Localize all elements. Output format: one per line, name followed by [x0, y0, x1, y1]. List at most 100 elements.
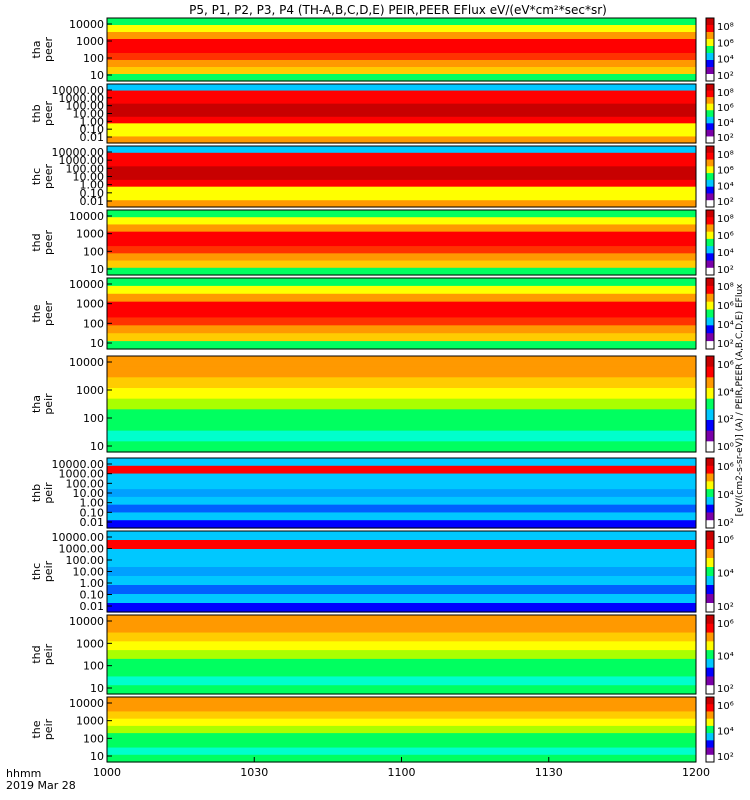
figure-title: P5, P1, P2, P3, P4 (TH-A,B,C,D,E) PEIR,P…	[189, 3, 607, 17]
colorbar-swatch	[706, 623, 714, 634]
colorbar: 10⁶ 10⁴ 10² 10⁰	[705, 355, 734, 453]
heatmap-band	[107, 697, 696, 705]
heatmap-band	[107, 267, 696, 276]
colorbar-swatch	[706, 200, 714, 208]
heatmap-band	[107, 173, 696, 181]
heatmap-band	[107, 186, 696, 195]
heatmap-band	[107, 152, 696, 161]
heatmap-band	[107, 193, 696, 201]
colorbar-swatch	[706, 146, 714, 154]
colorbar-tick-label: 10²	[717, 265, 734, 276]
heatmap-band	[107, 676, 696, 686]
y-tick-label: 1.00	[80, 115, 105, 128]
y-tick-label: 1000	[76, 715, 104, 728]
heatmap-band	[107, 166, 696, 174]
y-tick-label: 10000.00	[52, 531, 105, 544]
heatmap-band	[107, 650, 696, 660]
panel-label: peer	[42, 301, 55, 327]
panel-thd-peir: 10000 1000 100 10 thd peir 10⁶ 10⁴ 10²	[30, 614, 734, 695]
heatmap-band	[107, 18, 696, 26]
panel-label: thc	[30, 168, 43, 185]
colorbar-swatch	[706, 366, 714, 378]
heatmap-band	[107, 217, 696, 226]
y-tick-label: 0.01	[80, 131, 105, 144]
heatmap-band	[107, 558, 696, 568]
colorbar-swatch	[706, 293, 714, 303]
colorbar-swatch	[706, 398, 714, 410]
colorbar-swatch	[706, 317, 714, 326]
panel-frame	[106, 17, 697, 82]
heatmap-band	[107, 567, 696, 577]
y-tick-label: 100	[83, 660, 104, 673]
heatmap-band	[107, 685, 696, 695]
heatmap-band	[107, 658, 696, 669]
colorbar-swatch	[706, 740, 714, 749]
colorbar-swatch	[706, 309, 714, 318]
heatmap-band	[107, 179, 696, 188]
colorbar-tick-label: 10⁴	[717, 727, 734, 738]
colorbar-swatch	[706, 193, 714, 201]
colorbar-swatch	[706, 725, 714, 734]
y-tick-label: 100.00	[66, 100, 105, 113]
colorbar-swatch	[706, 658, 714, 669]
panel-frame	[106, 209, 697, 276]
colorbar-swatch	[706, 224, 714, 233]
panel-label: peir	[42, 643, 55, 665]
heatmap-band	[107, 90, 696, 98]
colorbar-swatch	[706, 711, 714, 720]
colorbar-swatch	[706, 74, 714, 82]
y-tick-label: 100.00	[66, 554, 105, 567]
colorbar-frame	[705, 457, 715, 529]
x-tick-label: 1200	[682, 766, 710, 779]
colorbar-tick-label: 10⁶	[717, 38, 734, 49]
colorbar-swatch	[706, 603, 714, 613]
colorbar-tick-label: 10⁸	[717, 22, 734, 33]
panel-label: thd	[30, 645, 43, 663]
colorbar-swatch	[706, 585, 714, 595]
colorbar: 10⁶ 10⁴ 10²	[705, 696, 734, 763]
colorbar-tick-label: 10⁸	[717, 282, 734, 293]
heatmap-band	[107, 25, 696, 33]
y-tick-label: 0.10	[80, 187, 105, 200]
heatmap-band	[107, 733, 696, 741]
y-tick-label: 10.00	[73, 171, 105, 184]
panel-label: thb	[30, 104, 43, 122]
y-tick-label: 10	[90, 440, 104, 453]
y-tick-label: 0.01	[80, 195, 105, 208]
colorbar-swatch	[706, 531, 714, 541]
colorbar-tick-label: 10²	[717, 602, 734, 613]
heatmap-band	[107, 159, 696, 167]
y-tick-label: 100.00	[66, 477, 105, 490]
colorbar-swatch	[706, 641, 714, 651]
panel-label: thd	[30, 233, 43, 251]
heatmap-band	[107, 32, 696, 40]
heatmap-band	[107, 388, 696, 400]
heatmap-band	[107, 409, 696, 421]
colorbar-tick-label: 10²	[717, 415, 734, 426]
heatmap-band	[107, 123, 696, 131]
heatmap-band	[107, 224, 696, 233]
colorbar-swatch	[706, 253, 714, 262]
y-tick-label: 100	[83, 732, 104, 745]
heatmap-band	[107, 531, 696, 541]
colorbar-swatch	[706, 32, 714, 40]
panel-the-peer: 10000 1000 100 10 the peer 10⁸ 10⁶ 10⁴ 10²	[30, 277, 734, 350]
colorbar-swatch	[706, 409, 714, 421]
heatmap-band	[107, 60, 696, 68]
x-axis-label-date: 2019 Mar 28	[6, 779, 76, 792]
y-tick-label: 1000.00	[59, 543, 105, 556]
colorbar: 10⁶ 10⁴ 10²	[705, 614, 734, 695]
heatmap-band	[107, 301, 696, 311]
colorbar-swatch	[706, 718, 714, 727]
colorbar-swatch	[706, 473, 714, 482]
colorbar-tick-label: 10⁶	[717, 231, 734, 242]
heatmap-band	[107, 278, 696, 287]
colorbar-swatch	[706, 676, 714, 686]
heatmap-band	[107, 84, 696, 92]
colorbar-tick-label: 10⁶	[717, 462, 734, 473]
heatmap-band	[107, 718, 696, 727]
colorbar-swatch	[706, 520, 714, 529]
heatmap-band	[107, 103, 696, 111]
colorbar-swatch	[706, 458, 714, 467]
